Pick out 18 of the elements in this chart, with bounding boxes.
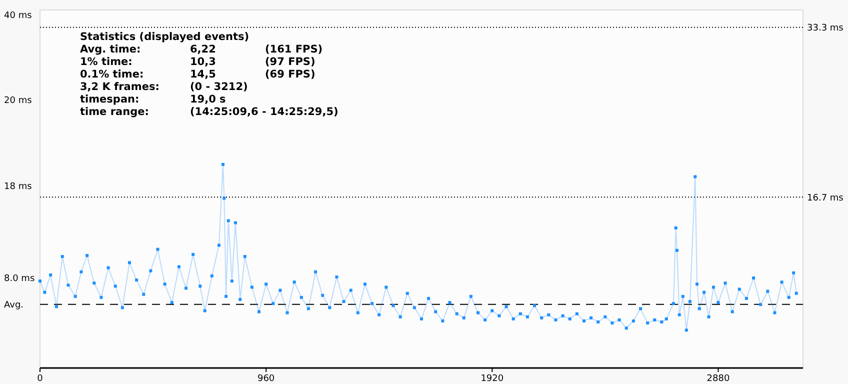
text: 18 ms	[4, 182, 32, 192]
text: Avg. time: 6,22 (161 FPS)	[80, 44, 323, 56]
text: 40 ms	[4, 11, 32, 22]
y-tick-label: 33.3 ms	[807, 24, 844, 34]
text: 3,2 K frames: (0 - 3212)	[80, 81, 248, 93]
x-tick-label: 1920	[480, 374, 504, 384]
text: 8.0 ms	[4, 274, 35, 284]
text: 0.1% time: 14,5 (69 FPS)	[80, 68, 316, 80]
annotation: Statistics (displayed events)	[80, 31, 250, 43]
text: 20 ms	[4, 96, 32, 106]
x-tick-label: 2880	[706, 374, 730, 384]
y-tick-label: 16.7 ms	[807, 193, 844, 204]
ref-line-label: Avg.	[4, 300, 24, 311]
x-tick-label: 960	[257, 374, 275, 384]
text: 1% time: 10,3 (97 FPS)	[80, 56, 316, 68]
text: timespan: 19,0 s	[80, 94, 226, 106]
text: time range: (14:25:09,6 - 14:25:29,5)	[80, 106, 338, 118]
x-tick-label: 0	[37, 374, 44, 384]
